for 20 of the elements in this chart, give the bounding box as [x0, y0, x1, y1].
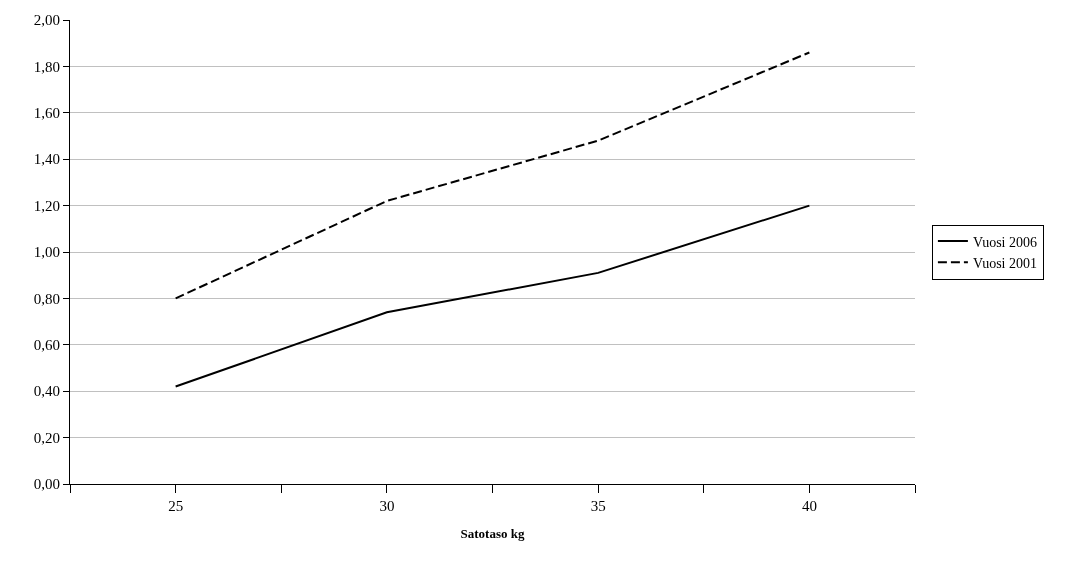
y-tick-label: 0,40 [33, 383, 60, 400]
x-tick-label: 30 [379, 498, 395, 514]
y-tick-label: 0,80 [33, 290, 60, 307]
y-tick-label: 1,20 [33, 197, 60, 214]
line-series [174, 51, 811, 300]
y-tick-label: 0,20 [33, 429, 60, 446]
y-tick-label: 1,60 [33, 105, 60, 122]
legend-label: Vuosi 2001 [972, 255, 1038, 271]
x-tick-label: 40 [801, 498, 817, 514]
x-axis-title: Satotaso kg [460, 525, 525, 541]
legend-label: Vuosi 2006 [972, 234, 1038, 250]
y-tick-label: 0,00 [33, 476, 60, 493]
y-tick-label: 1,00 [33, 244, 60, 261]
x-tick-label: 25 [168, 498, 184, 514]
y-tick-label: 1,40 [33, 151, 60, 168]
y-tick-label: 0,60 [33, 337, 60, 354]
y-tick-label: 1,80 [33, 58, 60, 75]
y-tick-label: 2,00 [33, 12, 60, 29]
line-series [174, 204, 811, 388]
x-tick-label: 35 [590, 498, 606, 514]
